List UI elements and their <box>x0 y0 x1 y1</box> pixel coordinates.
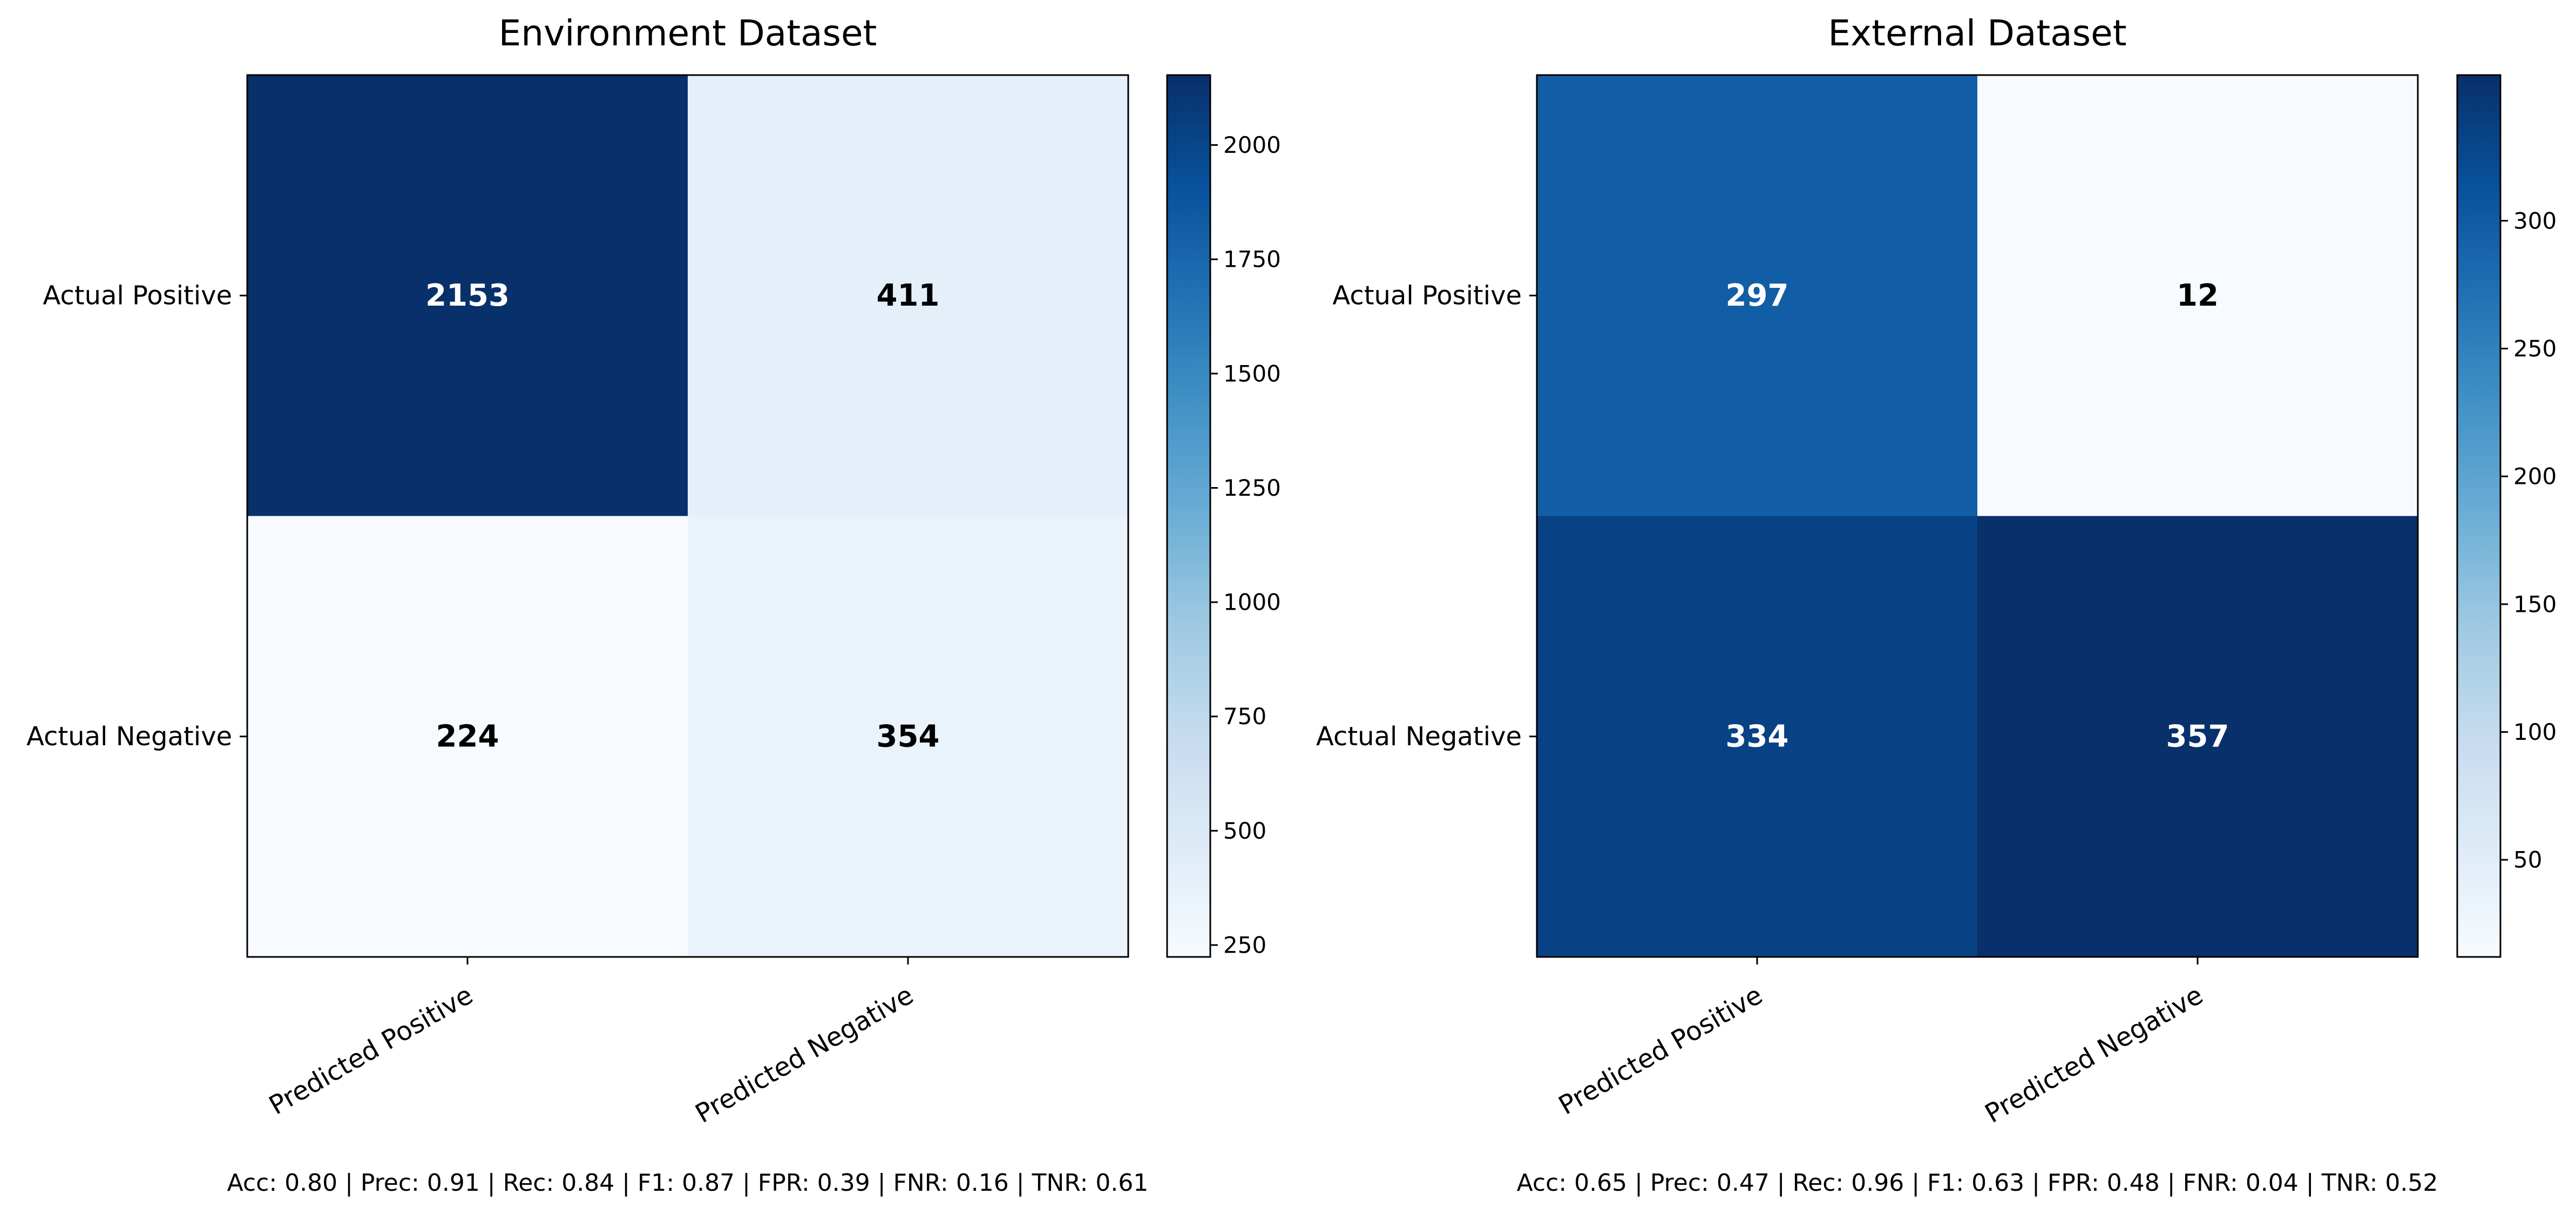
heatmap-cell <box>1537 75 1978 516</box>
colorbar-frame <box>2456 74 2502 958</box>
cell-value-label: 12 <box>2177 278 2219 313</box>
cell-value-label: 354 <box>877 719 940 754</box>
heatmap-cell <box>247 516 688 957</box>
cell-value-label: 334 <box>1726 719 1789 754</box>
cell-value-label: 357 <box>2166 719 2229 754</box>
cell-value-label: 411 <box>877 278 940 313</box>
colorbar-tick-label: 1750 <box>1223 246 1281 273</box>
colorbar-tick-label: 2000 <box>1223 132 1281 158</box>
axes-frame <box>1536 74 2419 958</box>
cell-value-label: 297 <box>1726 278 1789 313</box>
colorbar-tick-label: 1500 <box>1223 360 1281 387</box>
panel-2: External Dataset 297 12 334 357 Actual Positi… <box>1316 12 2557 1197</box>
axes-frame <box>246 74 1129 958</box>
colorbar-tick-label: 250 <box>1223 932 1266 958</box>
colorbar-tick-label: 100 <box>2513 719 2557 745</box>
heatmap-cell <box>247 75 688 516</box>
colorbar-tick-label: 300 <box>2513 207 2557 234</box>
y-tick-label: Actual Negative <box>1316 721 1522 752</box>
colorbar-frame <box>1166 74 1211 958</box>
y-tick-label: Actual Positive <box>1332 280 1522 311</box>
colorbar-tick-label: 200 <box>2513 463 2557 490</box>
colorbar-tick-label: 250 <box>2513 335 2557 362</box>
chart-title: Environment Dataset <box>499 12 877 54</box>
metrics-summary: Acc: 0.80 | Prec: 0.91 | Rec: 0.84 | F1:… <box>227 1169 1149 1197</box>
colorbar-tick-label: 500 <box>1223 818 1266 844</box>
y-tick-label: Actual Positive <box>43 280 232 311</box>
colorbar-tick-label: 150 <box>2513 591 2557 617</box>
metrics-summary: Acc: 0.65 | Prec: 0.47 | Rec: 0.96 | F1:… <box>1517 1169 2438 1197</box>
colorbar <box>1167 75 1210 957</box>
colorbar-tick-label: 1000 <box>1223 589 1281 616</box>
heatmap-cell <box>688 516 1129 957</box>
colorbar <box>2457 75 2500 957</box>
colorbar-tick-label: 750 <box>1223 703 1266 730</box>
cell-value-label: 224 <box>436 719 499 754</box>
heatmap-cell <box>688 75 1129 516</box>
heatmap-cell <box>1977 75 2418 516</box>
colorbar-tick-label: 50 <box>2513 847 2542 873</box>
heatmap-cell <box>1537 516 1978 957</box>
heatmap-cell <box>1977 516 2418 957</box>
chart-title: External Dataset <box>1828 12 2126 54</box>
colorbar-tick-label: 1250 <box>1223 475 1281 501</box>
y-tick-label: Actual Negative <box>26 721 232 752</box>
cell-value-label: 2153 <box>425 278 510 313</box>
